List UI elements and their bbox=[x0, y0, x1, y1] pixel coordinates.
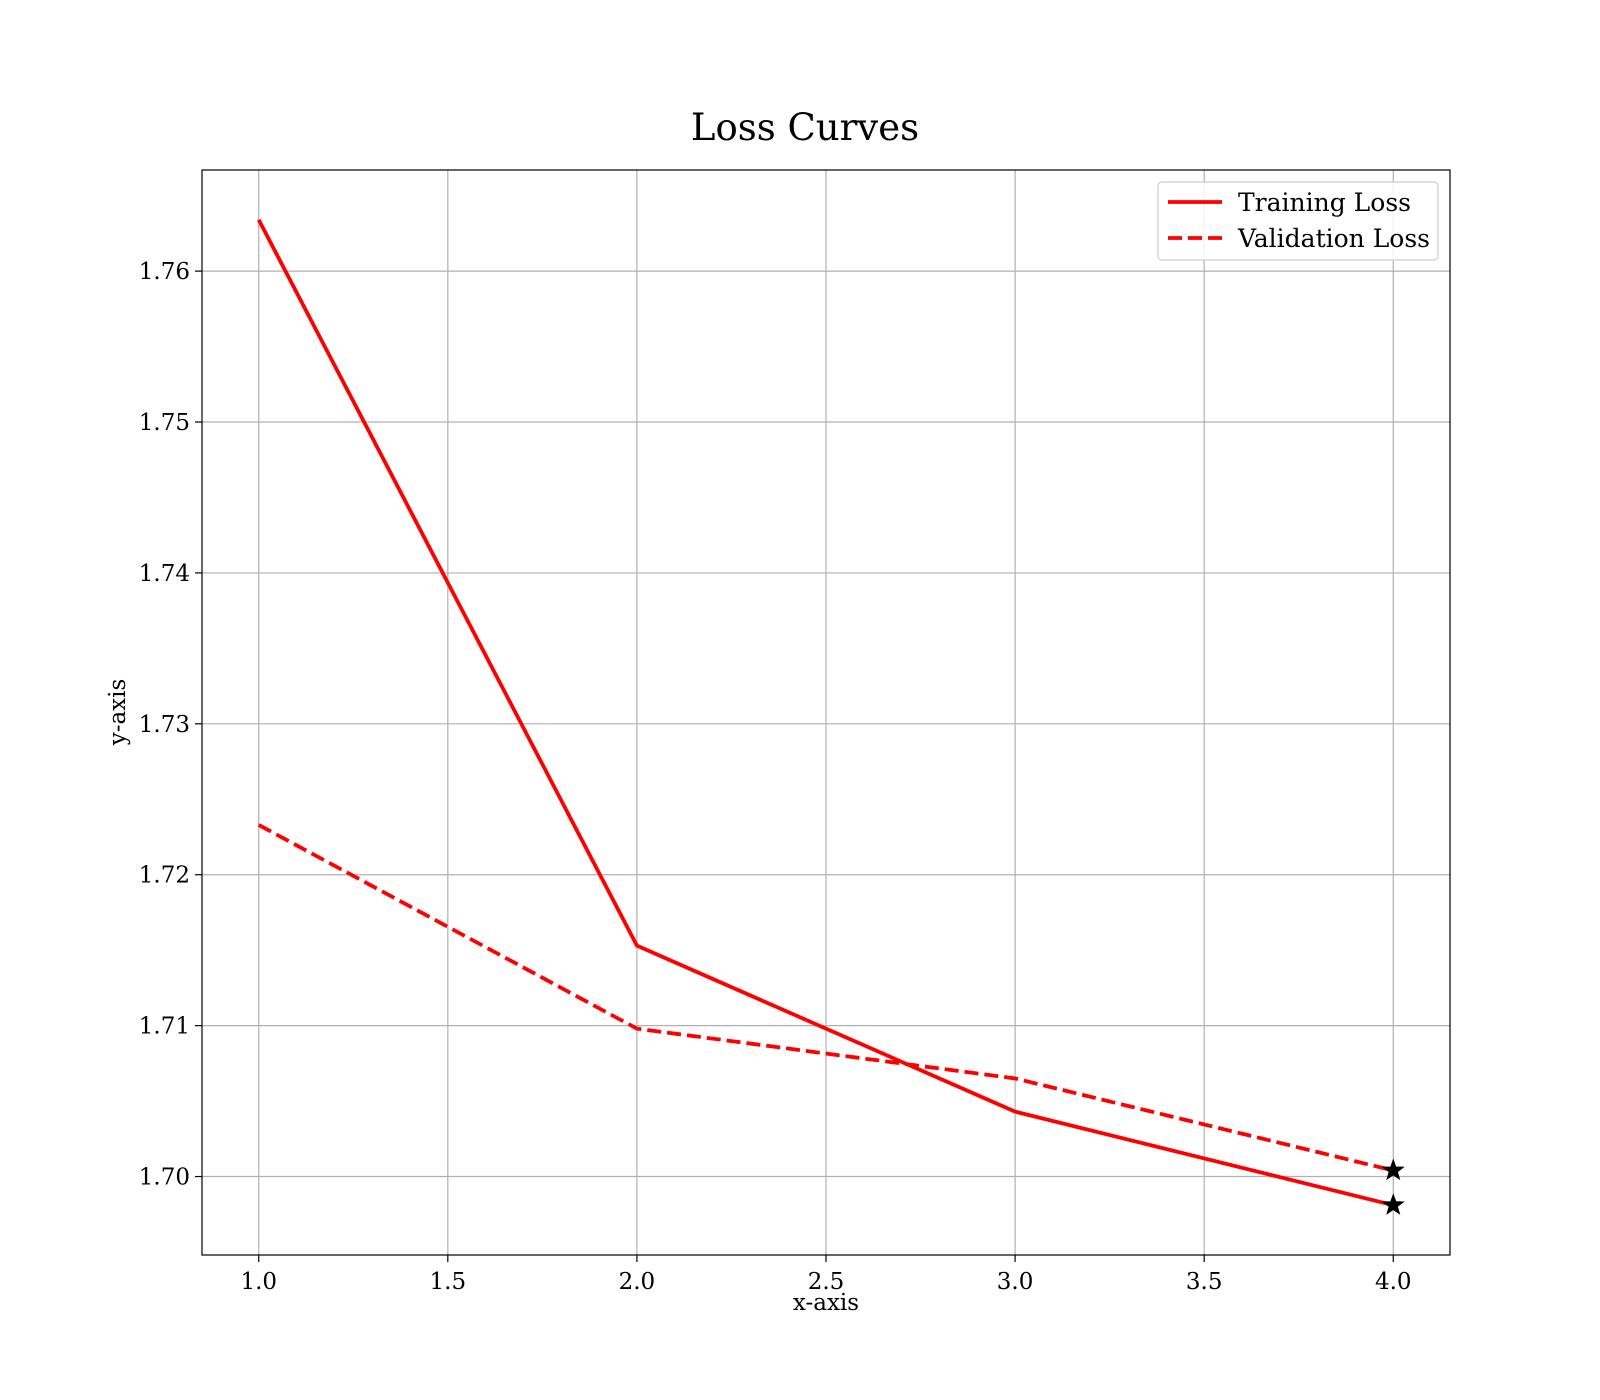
y-tick-label: 1.75 bbox=[139, 410, 190, 436]
x-axis-label: x-axis bbox=[793, 1290, 859, 1316]
y-tick-label: 1.74 bbox=[139, 561, 190, 587]
legend-validation-loss-label: Validation Loss bbox=[1237, 224, 1430, 253]
grid bbox=[202, 170, 1450, 1255]
legend: Training Loss Validation Loss bbox=[1157, 181, 1439, 261]
x-tick-label: 4.0 bbox=[1375, 1269, 1412, 1295]
x-tick-label: 2.5 bbox=[808, 1269, 845, 1295]
x-tick-label: 1.0 bbox=[240, 1269, 277, 1295]
y-tick-label: 1.70 bbox=[139, 1165, 190, 1191]
y-axis-label: y-axis bbox=[105, 679, 131, 747]
x-tick-label: 2.0 bbox=[619, 1269, 656, 1295]
y-tick-label: 1.73 bbox=[139, 712, 190, 738]
end-markers bbox=[1381, 1158, 1405, 1215]
legend-training-loss-label: Training Loss bbox=[1238, 188, 1411, 217]
axis-ticks: 1.0 1.5 2.0 2.5 3.0 3.5 4.0 1.70 1.71 1.72 1.73 1.7… bbox=[139, 259, 1412, 1295]
training-loss-line bbox=[257, 218, 1394, 1208]
legend-box bbox=[1157, 181, 1439, 261]
x-tick-label: 3.0 bbox=[997, 1269, 1034, 1295]
chart-title: Loss Curves bbox=[691, 106, 919, 149]
series-lines bbox=[257, 218, 1394, 1208]
x-tick-label: 1.5 bbox=[430, 1269, 467, 1295]
validation-loss-line bbox=[257, 823, 1394, 1173]
y-tick-label: 1.72 bbox=[139, 863, 190, 889]
x-tick-label: 3.5 bbox=[1186, 1269, 1223, 1295]
validation-loss-end-star-marker bbox=[1381, 1158, 1405, 1181]
y-tick-label: 1.71 bbox=[139, 1014, 190, 1040]
y-tick-label: 1.76 bbox=[139, 259, 190, 285]
training-loss-end-star-marker bbox=[1381, 1193, 1405, 1215]
